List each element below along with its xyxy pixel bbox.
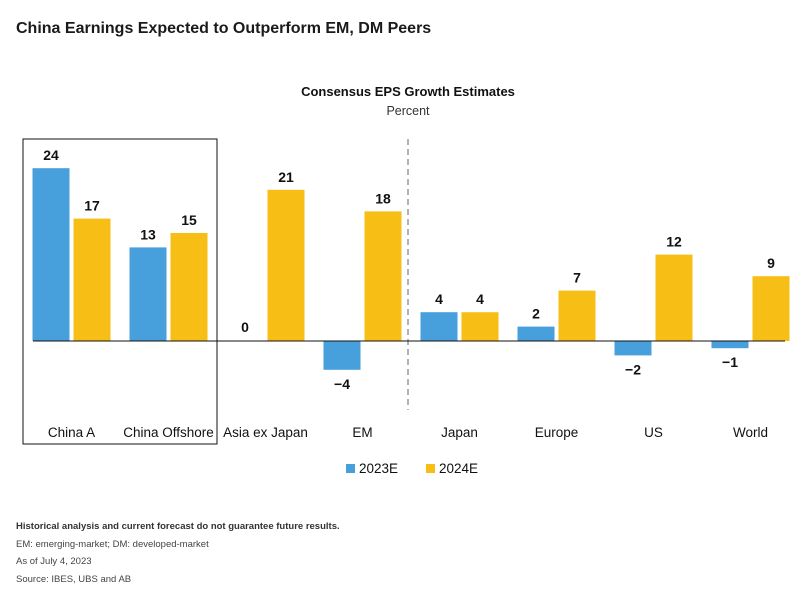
value-label-china-offshore-2024e: 15 — [181, 212, 197, 228]
value-label-china-a-2024e: 17 — [84, 198, 100, 214]
bar-chart: Consensus EPS Growth Estimates Percent 2… — [22, 84, 790, 476]
bar-world-2024e — [752, 276, 790, 341]
value-label-japan-2024e: 4 — [476, 291, 484, 307]
value-label-us-2024e: 12 — [666, 234, 682, 250]
legend-swatch-2024e — [426, 464, 435, 473]
category-label-japan: Japan — [441, 425, 478, 440]
legend-label-2024e: 2024E — [439, 461, 478, 476]
china-highlight-box — [22, 138, 218, 445]
bar-china-offshore-2023e — [129, 247, 167, 341]
legend-label-2023e: 2023E — [359, 461, 398, 476]
value-label-china-offshore-2023e: 13 — [140, 226, 156, 242]
disclaimer-note: Historical analysis and current forecast… — [16, 521, 340, 532]
as-of-note: As of July 4, 2023 — [16, 556, 92, 567]
bar-europe-2024e — [558, 290, 596, 341]
bar-japan-2023e — [420, 312, 458, 341]
footnotes: Historical analysis and current forecast… — [16, 518, 340, 588]
bar-asia-ex-japan-2024e — [267, 189, 305, 341]
legend-swatch-2023e — [346, 464, 355, 473]
category-label-europe: Europe — [535, 425, 579, 440]
bar-china-a-2023e — [32, 168, 70, 341]
category-label-us: US — [644, 425, 663, 440]
bar-us-2023e — [614, 341, 652, 356]
value-label-europe-2023e: 2 — [532, 306, 540, 322]
bar-japan-2024e — [461, 312, 499, 341]
page-title: China Earnings Expected to Outperform EM… — [16, 20, 432, 37]
bar-us-2024e — [655, 254, 693, 341]
bar-europe-2023e — [517, 326, 555, 341]
value-label-us-2023e: −2 — [625, 361, 641, 377]
value-label-em-2023e: −4 — [334, 376, 350, 392]
bar-world-2023e — [711, 341, 749, 349]
chart-subtitle: Percent — [386, 104, 430, 118]
value-label-japan-2023e: 4 — [435, 291, 443, 307]
category-label-china-offshore: China Offshore — [123, 425, 214, 440]
value-label-world-2024e: 9 — [767, 255, 775, 271]
chart-title: Consensus EPS Growth Estimates — [301, 84, 515, 99]
value-label-europe-2024e: 7 — [573, 270, 581, 286]
value-label-world-2023e: −1 — [722, 354, 738, 370]
source-note: Source: IBES, UBS and AB — [16, 573, 132, 585]
value-label-em-2024e: 18 — [375, 190, 391, 206]
category-label-china-a: China A — [48, 425, 95, 440]
bar-china-offshore-2024e — [170, 233, 208, 341]
value-label-china-a-2023e: 24 — [43, 147, 59, 163]
category-label-world: World — [733, 425, 768, 440]
bar-china-a-2024e — [73, 218, 111, 341]
category-label-asia-ex-japan: Asia ex Japan — [223, 425, 308, 440]
value-label-asia-ex-japan-2023e: 0 — [241, 319, 249, 335]
bar-em-2024e — [364, 211, 402, 341]
bar-em-2023e — [323, 341, 361, 370]
category-label-em: EM — [352, 425, 372, 440]
abbreviations-note: EM: emerging-market; DM: developed-marke… — [16, 538, 209, 550]
value-label-asia-ex-japan-2024e: 21 — [278, 169, 294, 185]
